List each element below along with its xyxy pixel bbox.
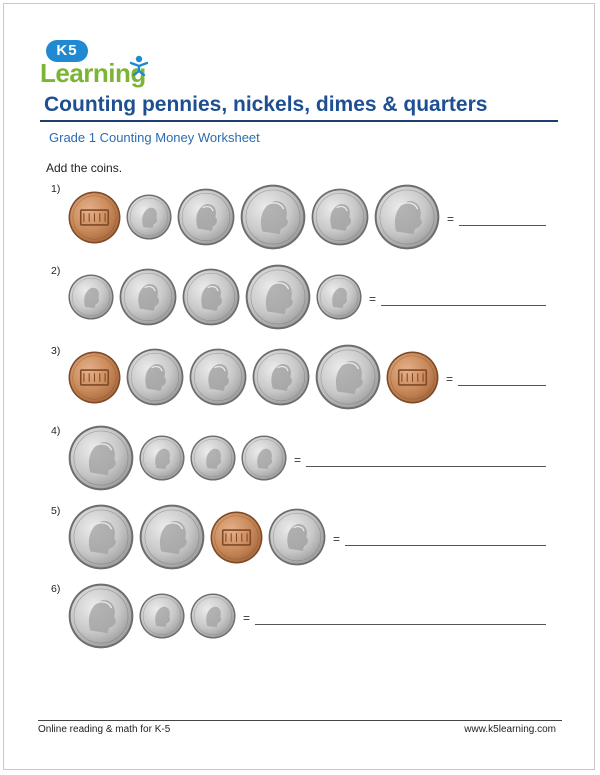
quarter-coin-icon [240,184,306,250]
nickel-coin-icon [119,268,177,326]
problem-6: 6) = [0,583,600,663]
dime-coin-icon [139,593,185,639]
nickel-coin-icon [177,188,235,246]
problem-3: 3) [0,344,600,425]
title-rule [40,120,558,122]
problem-number: 3) [51,345,61,357]
logo-badge: K5 [46,40,88,62]
logo-wordmark: Learning [40,58,146,88]
logo-figure-icon [129,55,149,76]
quarter-coin-icon [68,425,134,491]
answer-line[interactable] [345,545,546,546]
penny-coin-icon [386,351,439,404]
answer-line[interactable] [459,225,546,226]
problem-2: 2) [0,264,600,345]
problem-number: 5) [51,505,61,517]
equals-sign: = [369,292,377,306]
penny-coin-icon [210,511,263,564]
answer-line[interactable] [306,466,546,467]
answer-line[interactable] [458,385,546,386]
quarter-coin-icon [68,504,134,570]
equals-sign: = [294,453,302,467]
nickel-coin-icon [126,348,184,406]
footer-rule [38,720,562,721]
penny-coin-icon [68,351,121,404]
nickel-coin-icon [189,348,247,406]
page-title: Counting pennies, nickels, dimes & quart… [44,93,488,116]
quarter-coin-icon [315,344,381,410]
equals-sign: = [446,372,454,386]
footer-website: www.k5learning.com [464,724,556,735]
equals-sign: = [447,212,455,226]
quarter-coin-icon [68,583,134,649]
equals-sign: = [243,611,251,625]
quarter-coin-icon [139,504,205,570]
answer-line[interactable] [381,305,546,306]
page-border [3,3,595,770]
dime-coin-icon [190,593,236,639]
problem-1: 1) [0,183,600,263]
dime-coin-icon [316,274,362,320]
nickel-coin-icon [268,508,326,566]
instructions: Add the coins. [46,161,123,175]
problem-5: 5) [0,504,600,585]
dime-coin-icon [126,194,172,240]
nickel-coin-icon [252,348,310,406]
problem-number: 4) [51,425,61,437]
dime-coin-icon [139,435,185,481]
dime-coin-icon [241,435,287,481]
page-subtitle: Grade 1 Counting Money Worksheet [49,130,260,145]
k5-learning-logo: K5 Learning [40,40,155,88]
quarter-coin-icon [245,264,311,330]
problem-number: 6) [51,583,61,595]
answer-line[interactable] [255,624,546,625]
problem-number: 2) [51,265,61,277]
problem-4: 4) [0,425,600,505]
nickel-coin-icon [311,188,369,246]
footer-tagline: Online reading & math for K-5 [38,724,171,735]
equals-sign: = [333,532,341,546]
dime-coin-icon [190,435,236,481]
quarter-coin-icon [374,184,440,250]
dime-coin-icon [68,274,114,320]
nickel-coin-icon [182,268,240,326]
penny-coin-icon [68,191,121,244]
problem-number: 1) [51,183,61,195]
